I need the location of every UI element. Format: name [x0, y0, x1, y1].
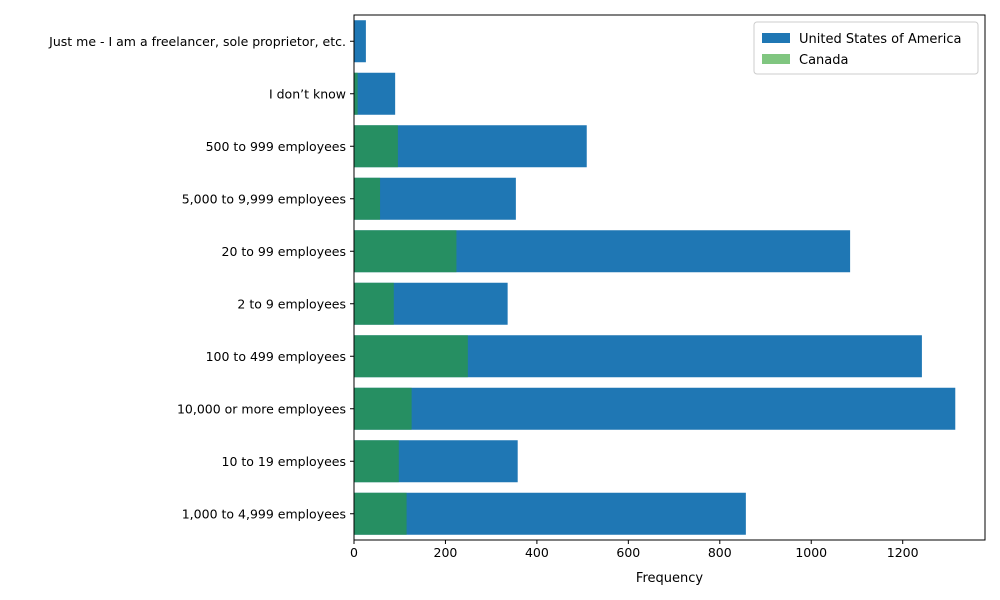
x-tick-label: 400	[525, 545, 549, 560]
x-tick-label: 1200	[887, 545, 919, 560]
y-tick-label: 500 to 999 employees	[206, 139, 346, 154]
legend-swatch-us	[762, 33, 790, 43]
y-tick-label: Just me - I am a freelancer, sole propri…	[48, 34, 346, 49]
x-tick-label: 600	[616, 545, 640, 560]
y-tick-label: 2 to 9 employees	[237, 296, 346, 311]
bar-canada	[354, 230, 457, 273]
x-axis: 0 200 400 600 800 1000 1200	[350, 540, 919, 560]
x-tick-label: 1000	[795, 545, 827, 560]
legend-label-us: United States of America	[799, 32, 961, 47]
x-tick-label: 200	[434, 545, 458, 560]
bar-canada	[354, 335, 468, 378]
canada-bars	[354, 72, 468, 535]
x-tick-label: 0	[350, 545, 358, 560]
bar-canada	[354, 492, 407, 535]
y-tick-label: 100 to 499 employees	[206, 349, 346, 364]
bar-us	[354, 177, 516, 220]
bar-us	[354, 492, 746, 535]
bar-canada	[354, 387, 412, 430]
legend-swatch-canada	[762, 54, 790, 64]
bar-us	[354, 387, 956, 430]
legend: United States of America Canada	[753, 21, 979, 75]
bar-canada	[354, 72, 358, 115]
bar-canada	[354, 282, 394, 325]
y-tick-label: 10 to 19 employees	[222, 454, 347, 469]
y-tick-label: 5,000 to 9,999 employees	[182, 191, 346, 206]
bar-us	[354, 20, 366, 63]
y-tick-label: I don’t know	[269, 86, 346, 101]
bar-us	[354, 72, 396, 115]
x-tick-label: 800	[708, 545, 732, 560]
y-tick-label: 1,000 to 4,999 employees	[182, 506, 346, 521]
bar-canada	[354, 125, 398, 168]
x-axis-label: Frequency	[636, 571, 703, 586]
y-tick-label: 10,000 or more employees	[177, 401, 346, 416]
bar-canada	[354, 177, 381, 220]
plot-frame	[353, 14, 986, 541]
y-axis: 1,000 to 4,999 employees 10 to 19 employe…	[48, 34, 354, 521]
bar-canada	[354, 440, 399, 483]
legend-label-canada: Canada	[799, 53, 848, 68]
y-tick-label: 20 to 99 employees	[222, 244, 347, 259]
us-bars	[354, 20, 956, 535]
legend-box	[753, 21, 979, 75]
